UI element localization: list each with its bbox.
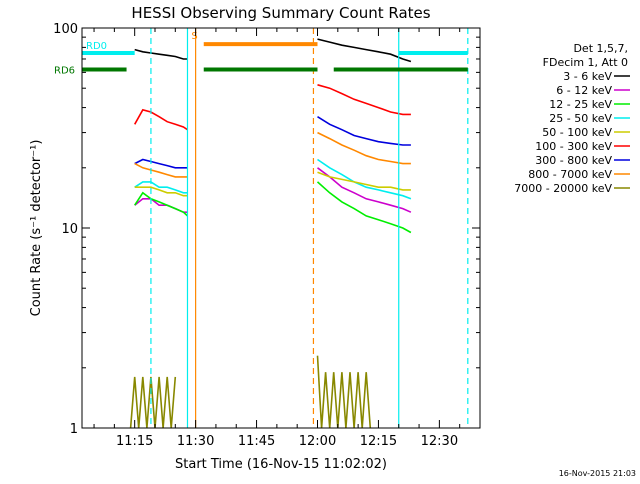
legend-label-2: 12 - 25 keV	[549, 98, 612, 111]
legend-label-0: 3 - 6 keV	[563, 70, 612, 83]
x-tick-label-3: 12:00	[299, 434, 336, 449]
series-8-segment-1	[316, 355, 372, 429]
chart-title: HESSI Observing Summary Count Rates	[131, 4, 430, 22]
legend-label-1: 6 - 12 keV	[556, 84, 612, 97]
x-tick-label-5: 12:30	[421, 434, 458, 449]
flag-label-rd6: RD6	[54, 66, 75, 77]
x-tick-label-1: 11:30	[177, 434, 214, 449]
x-tick-label-2: 11:45	[238, 434, 275, 449]
series-2-segment-0	[134, 191, 189, 217]
legend-header-line-2: FDecim 1, Att 0	[543, 56, 628, 69]
flag-label-rd0: RD0	[86, 41, 107, 52]
series-3-segment-0	[134, 181, 188, 194]
x-axis-label: Start Time (16-Nov-15 11:02:02)	[175, 457, 387, 472]
series-5-segment-0	[134, 108, 188, 131]
axis-layer: 11:15 11:30 11:45 12:00 12:15 12:30 1 10 100	[53, 22, 481, 449]
series-6-segment-0	[134, 158, 188, 169]
y-tick-label-0: 1	[70, 422, 78, 437]
series-0-segment-0	[134, 48, 188, 60]
x-tick-label-4: 12:15	[360, 434, 397, 449]
flag-layer: RD0 RD6 S	[54, 31, 468, 77]
y-tick-label-2: 100	[53, 22, 78, 37]
legend-label-5: 100 - 300 keV	[535, 140, 612, 153]
legend-label-3: 25 - 50 keV	[549, 112, 612, 125]
vertical-lines-layer	[150, 28, 469, 428]
series-8-segment-0	[129, 376, 177, 429]
y-tick-label-1: 10	[61, 222, 78, 237]
legend-label-8: 7000 - 20000 keV	[514, 182, 612, 195]
legend-label-6: 300 - 800 keV	[535, 154, 612, 167]
series-7-segment-0	[134, 162, 188, 178]
flag-label-bg-0	[84, 38, 110, 51]
legend-label-4: 50 - 100 keV	[542, 126, 612, 139]
y-axis-label: Count Rate (s⁻¹ detector⁻¹)	[29, 140, 44, 317]
legend-header-line-1: Det 1,5,7,	[573, 42, 628, 55]
series-4-segment-0	[134, 186, 188, 197]
legend-label-7: 800 - 7000 keV	[528, 168, 612, 181]
x-tick-label-0: 11:15	[116, 434, 153, 449]
flag-label-s: S	[191, 31, 197, 42]
generated-timestamp: 16-Nov-2015 21:03	[559, 469, 636, 478]
